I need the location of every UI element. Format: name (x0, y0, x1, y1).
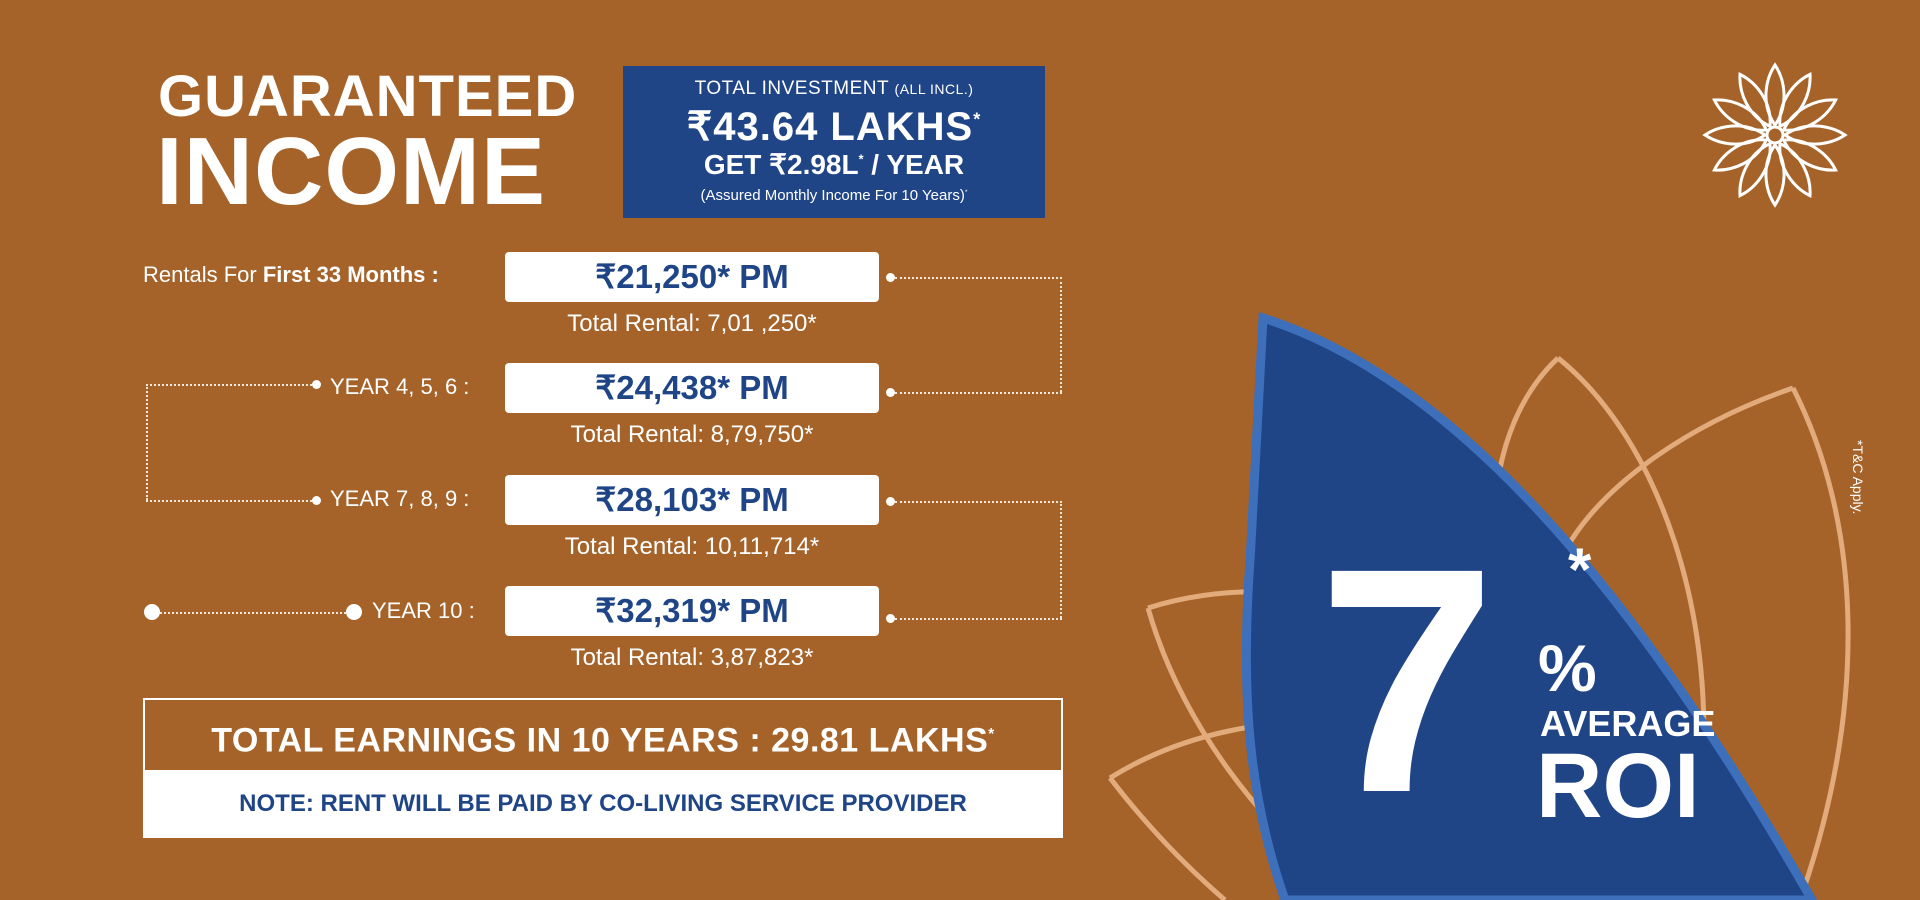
rental-monthly-pill: ₹21,250* PM (505, 252, 879, 302)
connector-line (1060, 277, 1062, 392)
connector-dot (886, 497, 895, 506)
investment-box: TOTAL INVESTMENT (ALL INCL.) ₹43.64 LAKH… (623, 66, 1045, 218)
rental-label-bold: First 33 Months : (262, 262, 439, 287)
connector-line (895, 392, 1062, 394)
lotus-mandala-icon (1702, 62, 1848, 208)
roi-number: 7 (1318, 501, 1496, 859)
rental-label-year-4-6: YEAR 4, 5, 6 : (330, 374, 470, 399)
rental-total: Total Rental: 10,11,714* (564, 533, 820, 560)
roi-percent: % (1538, 631, 1597, 705)
investment-amount: ₹43.64 LAKHS (686, 105, 974, 149)
investment-yearly-line: GET ₹2.98L* / YEAR (623, 148, 1045, 181)
connector-dot (886, 388, 895, 397)
rental-total: Total Rental: 7,01 ,250* (567, 310, 817, 337)
rental-label-first-33-months: Rentals For First 33 Months : (143, 262, 439, 288)
payment-note: NOTE: RENT WILL BE PAID BY CO-LIVING SER… (145, 770, 1061, 838)
connector-line (146, 500, 312, 502)
roi-average-label: AVERAGE (1540, 703, 1716, 744)
investment-label-note: (ALL INCL.) (894, 81, 974, 97)
connector-line (895, 501, 1062, 503)
connector-line (895, 618, 1062, 620)
asterisk: * (858, 152, 864, 167)
connector-line (1060, 501, 1062, 618)
rental-monthly-pill: ₹28,103* PM (505, 475, 879, 525)
rental-label-year-7-9: YEAR 7, 8, 9 : (330, 486, 470, 511)
asterisk: * (964, 189, 968, 196)
rental-label-prefix: Rentals For (143, 262, 263, 287)
rental-monthly-pill: ₹24,438* PM (505, 363, 879, 413)
investment-note: (Assured Monthly Income For 10 Years) (700, 187, 965, 204)
connector-dot (144, 604, 160, 620)
investment-yearly: GET ₹2.98L (703, 149, 859, 180)
connector-line (895, 277, 1062, 279)
connector-dot (312, 380, 321, 389)
rental-total: Total Rental: 8,79,750* (570, 421, 814, 448)
connector-line (160, 612, 346, 614)
total-earnings-box: TOTAL EARNINGS IN 10 YEARS : 29.81 LAKHS… (143, 698, 1063, 838)
investment-note-line: (Assured Monthly Income For 10 Years)* (623, 187, 1045, 204)
asterisk: * (988, 726, 995, 743)
connector-dot (886, 614, 895, 623)
investment-yearly-suffix: / YEAR (871, 149, 965, 180)
headline-line1: GUARANTEED (158, 64, 578, 129)
connector-dot (886, 273, 895, 282)
connector-dot (346, 604, 362, 620)
rental-monthly-pill: ₹32,319* PM (505, 586, 879, 636)
rental-total: Total Rental: 3,87,823* (570, 644, 814, 671)
roi-asterisk: * (1568, 536, 1592, 603)
investment-label: TOTAL INVESTMENT (694, 78, 889, 99)
investment-label-line: TOTAL INVESTMENT (ALL INCL.) (623, 78, 1045, 100)
total-earnings-line: TOTAL EARNINGS IN 10 YEARS : 29.81 LAKHS… (145, 700, 1061, 770)
investment-amount-line: ₹43.64 LAKHS* (623, 104, 1045, 150)
terms-disclaimer: *T&C Apply. (1850, 440, 1866, 515)
rental-label-year-10: YEAR 10 : (372, 598, 475, 623)
connector-line (146, 384, 148, 500)
headline-line2: INCOME (156, 118, 546, 225)
asterisk: * (973, 109, 982, 130)
roi-label: ROI (1536, 735, 1700, 837)
total-earnings: TOTAL EARNINGS IN 10 YEARS : 29.81 LAKHS (211, 721, 989, 760)
connector-line (146, 384, 312, 386)
connector-dot (312, 496, 321, 505)
